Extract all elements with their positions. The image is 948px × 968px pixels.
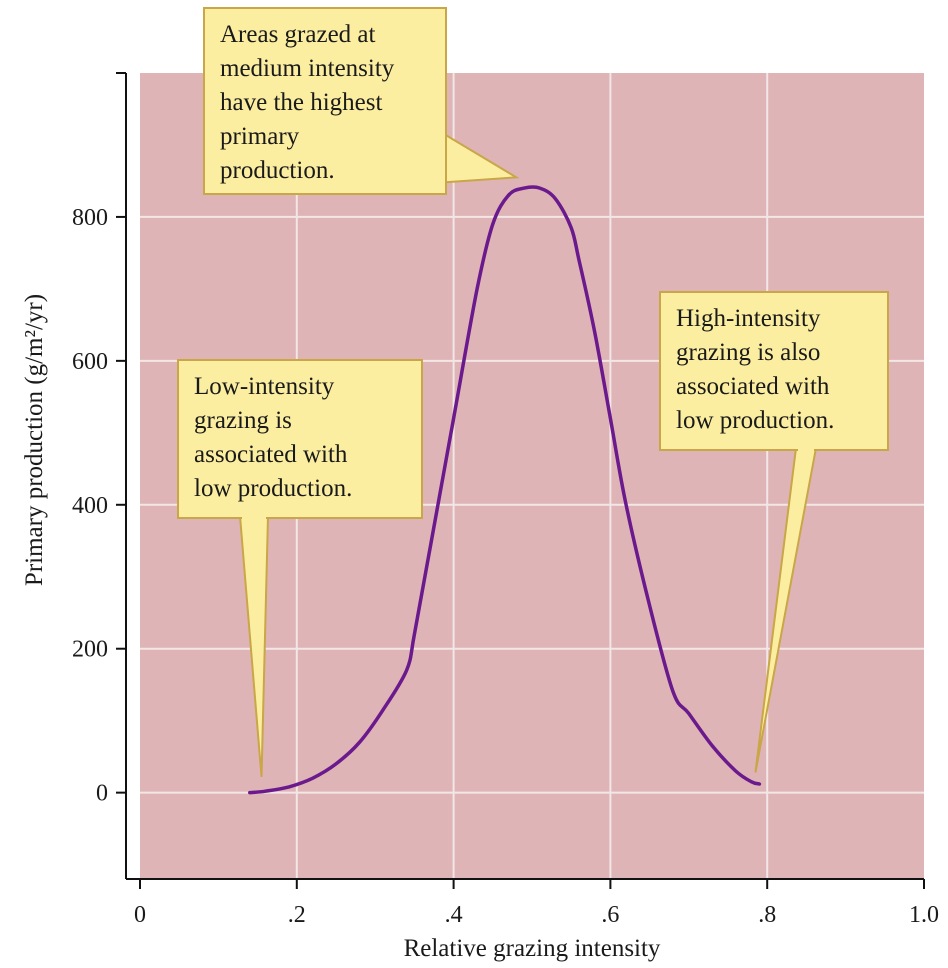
callout-high: High-intensity grazing is also associated … <box>659 291 889 773</box>
tick-labels: 0 .2 .4 .6 .8 1.0 0 200 400 600 800 <box>72 205 939 928</box>
callout-text-line: low production. <box>194 475 352 502</box>
callout-text-line: medium intensity <box>220 55 395 82</box>
y-tick-label: 400 <box>72 493 108 519</box>
callout-box <box>177 359 423 519</box>
callout-text-line: grazing is also <box>676 339 820 366</box>
callout-seam <box>242 514 266 520</box>
y-tick-label: 0 <box>96 781 108 807</box>
callout-text-line: High-intensity <box>676 305 821 332</box>
callout-box <box>659 291 889 451</box>
callout-box <box>203 7 447 195</box>
y-axis-title: Primary production (g/m²/yr) <box>21 294 48 586</box>
x-tick-label: .6 <box>601 902 619 928</box>
callout-text-line: production. <box>220 157 335 184</box>
x-tick-label: 0 <box>134 902 146 928</box>
x-tick-label: .4 <box>445 902 463 928</box>
x-tick-label: 1.0 <box>909 902 939 928</box>
x-tick-label: .2 <box>288 902 306 928</box>
callout-seam <box>798 446 814 452</box>
callout-peak: Areas grazed at medium intensity have the … <box>203 7 520 195</box>
y-tick-label: 600 <box>72 349 108 375</box>
callout-low: Low-intensity grazing is associated with lo… <box>177 359 423 777</box>
callout-text-line: grazing is <box>194 407 292 434</box>
callout-seam <box>422 136 443 182</box>
callout-text-line: Areas grazed at <box>220 21 376 48</box>
callout-text-line: primary <box>220 123 300 150</box>
annotations: Areas grazed at medium intensity have the … <box>177 7 889 777</box>
production-curve <box>248 185 762 795</box>
x-tick-label: .8 <box>758 902 776 928</box>
x-axis-title: Relative grazing intensity <box>404 935 661 962</box>
callout-text-line: associated with <box>676 373 830 400</box>
y-tick-label: 200 <box>72 637 108 663</box>
callout-text-line: associated with <box>194 441 348 468</box>
y-tick-label: 800 <box>72 205 108 231</box>
callout-text-line: have the highest <box>220 89 383 116</box>
callout-text-line: low production. <box>676 407 834 434</box>
callout-text-line: Low-intensity <box>194 373 335 400</box>
axes <box>116 72 925 889</box>
data-series <box>248 185 762 795</box>
